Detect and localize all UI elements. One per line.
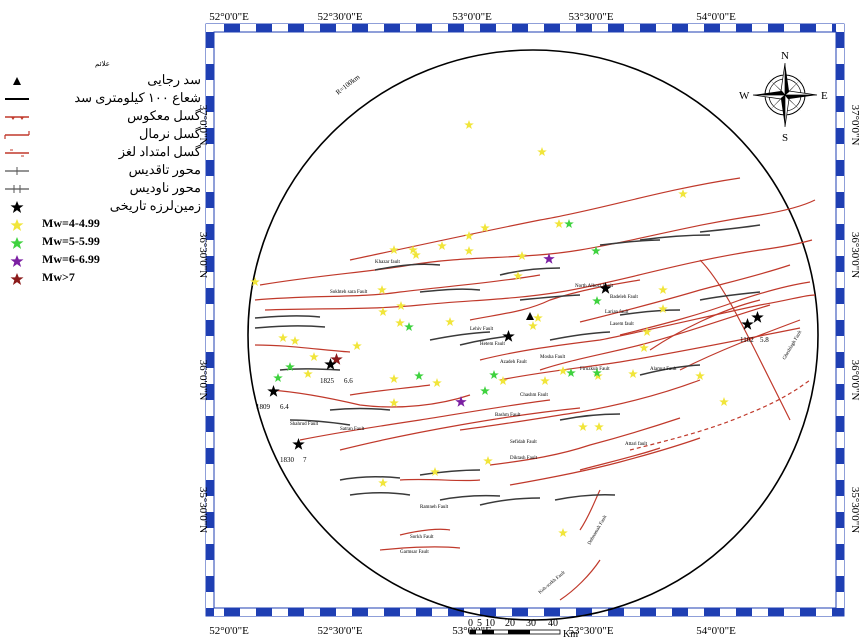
svg-text:Khazar fault: Khazar fault [375,260,400,265]
svg-text:Lehiv Fault: Lehiv Fault [470,327,494,332]
legend-mw4: Mw=4-4.99 [0,216,205,234]
svg-text:Lasem fault: Lasem fault [610,322,634,327]
star-black-icon [10,201,24,213]
reverse-fault-icon [5,116,29,120]
svg-text:Badeleh Fault: Badeleh Fault [610,295,639,300]
left-axis: 37°0'0"N 36°30'0"N 36°0'0"N 35°30'0"N [197,105,209,534]
legend-mw6: Mw=6-6.99 [0,252,205,270]
scale-bar: 0 5 10 20 30 40 Km [468,618,578,640]
star-purple-icon [10,255,24,267]
fold-axes-layer [254,224,761,506]
legend-mw5: Mw=5-5.99 [0,234,205,252]
bottom-axis-label: 53°30'0"E [568,625,613,637]
svg-text:North Alborz Fault: North Alborz Fault [575,284,614,289]
left-axis-label: 36°0'0"N [197,360,209,401]
bottom-axis-label: 52°0'0"E [209,625,249,637]
faults-layer [254,177,816,601]
legend-anticline: محور تاقدیس [0,162,205,180]
legend-radius: شعاع ۱۰۰ کیلومتری سد [0,90,205,108]
svg-text:Sorkh Fault: Sorkh Fault [410,535,434,540]
svg-text:6.4: 6.4 [280,403,289,411]
svg-text:7: 7 [303,456,307,464]
svg-text:Km: Km [563,629,578,640]
svg-text:W: W [739,90,750,102]
svg-text:Shahrud Fault: Shahrud Fault [290,422,319,427]
legend-dam: سد رجایی [0,72,205,90]
svg-text:Diktash Fault: Diktash Fault [510,456,538,461]
svg-text:40: 40 [548,618,558,629]
right-axis: 37°0'0"N 36°30'0"N 36°0'0"N 35°30'0"N [849,105,860,534]
svg-text:1825: 1825 [320,377,335,385]
normal-fault-icon [4,131,30,139]
svg-text:Firuzkuh Fault: Firuzkuh Fault [580,367,610,372]
top-axis-label: 52°0'0"E [209,11,249,23]
left-axis-label: 35°30'0"N [197,487,209,533]
radius-line-icon [5,98,29,100]
map-frame [205,23,845,617]
legend-syncline: محور ناودیس [0,180,205,198]
right-axis-label: 35°30'0"N [849,487,860,533]
svg-text:S: S [782,132,788,144]
radius-circle [247,49,819,621]
svg-text:20: 20 [505,618,515,629]
right-axis-label: 36°30'0"N [849,232,860,278]
eq-labels: 1825 6.6 1809 6.4 1830 7 1102 5.8 [256,336,769,464]
svg-text:Ramneh Fault: Ramneh Fault [420,505,449,510]
right-axis-label: 37°0'0"N [849,105,860,146]
star-yellow-icon [10,219,24,231]
svg-text:Bashm Fault: Bashm Fault [495,413,521,418]
legend-title: علائم [95,60,110,68]
top-axis-label: 53°30'0"E [568,11,613,23]
left-axis-label: 37°0'0"N [197,105,209,146]
svg-text:Larian fault: Larian fault [605,310,629,315]
svg-text:Sefidab Fault: Sefidab Fault [510,440,537,445]
svg-text:6.6: 6.6 [344,377,353,385]
svg-text:Garmsar Fault: Garmsar Fault [400,550,429,555]
star-darkred-icon [10,273,24,285]
bottom-axis-label: 54°0'0"E [696,625,736,637]
svg-text:Alamut Fault: Alamut Fault [650,367,677,372]
svg-text:Chashm Fault: Chashm Fault [520,393,549,398]
compass-rose-icon: N S E W [739,50,828,144]
svg-text:5: 5 [477,618,482,629]
legend-reverse-fault: گسل معکوس [0,108,205,126]
legend-historical-eq: زمین‌لرزه تاریخی [0,198,205,216]
svg-text:0: 0 [468,618,473,629]
svg-text:1102: 1102 [740,336,754,344]
anticline-icon [5,167,29,175]
svg-text:1830: 1830 [280,456,295,464]
top-axis: 52°0'0"E 52°30'0"E 53°0'0"E 53°30'0"E 54… [209,11,736,23]
dam-icon [526,312,534,320]
legend-strike-slip-fault: گسل امتداد لغز [0,144,205,162]
top-axis-label: 53°0'0"E [452,11,492,23]
svg-text:Mosha Fault: Mosha Fault [540,355,566,360]
legend-normal-fault: گسل نرمال [0,126,205,144]
svg-text:1809: 1809 [256,403,271,411]
top-axis-label: 54°0'0"E [696,11,736,23]
top-axis-label: 52°30'0"E [317,11,362,23]
svg-text:E: E [821,90,828,102]
legend-mw7: Mw>7 [0,270,205,288]
star-green-icon [10,237,24,249]
bottom-axis-label: 52°30'0"E [317,625,362,637]
left-axis-label: 36°30'0"N [197,232,209,278]
svg-text:Hetem Fault: Hetem Fault [480,342,505,347]
strike-slip-fault-icon [5,149,29,157]
svg-text:30: 30 [526,618,536,629]
syncline-icon [5,185,29,193]
svg-text:Satran Fault: Satran Fault [340,427,365,432]
svg-text:Azadeh Fault: Azadeh Fault [500,360,527,365]
svg-text:Sokhteh sara Fault: Sokhteh sara Fault [330,290,368,295]
svg-text:10: 10 [485,618,495,629]
svg-text:5.8: 5.8 [760,336,769,344]
svg-text:N: N [781,50,789,62]
svg-text:Attari fault: Attari fault [625,442,648,447]
right-axis-label: 36°0'0"N [849,360,860,401]
dam-symbol-icon [13,77,21,85]
